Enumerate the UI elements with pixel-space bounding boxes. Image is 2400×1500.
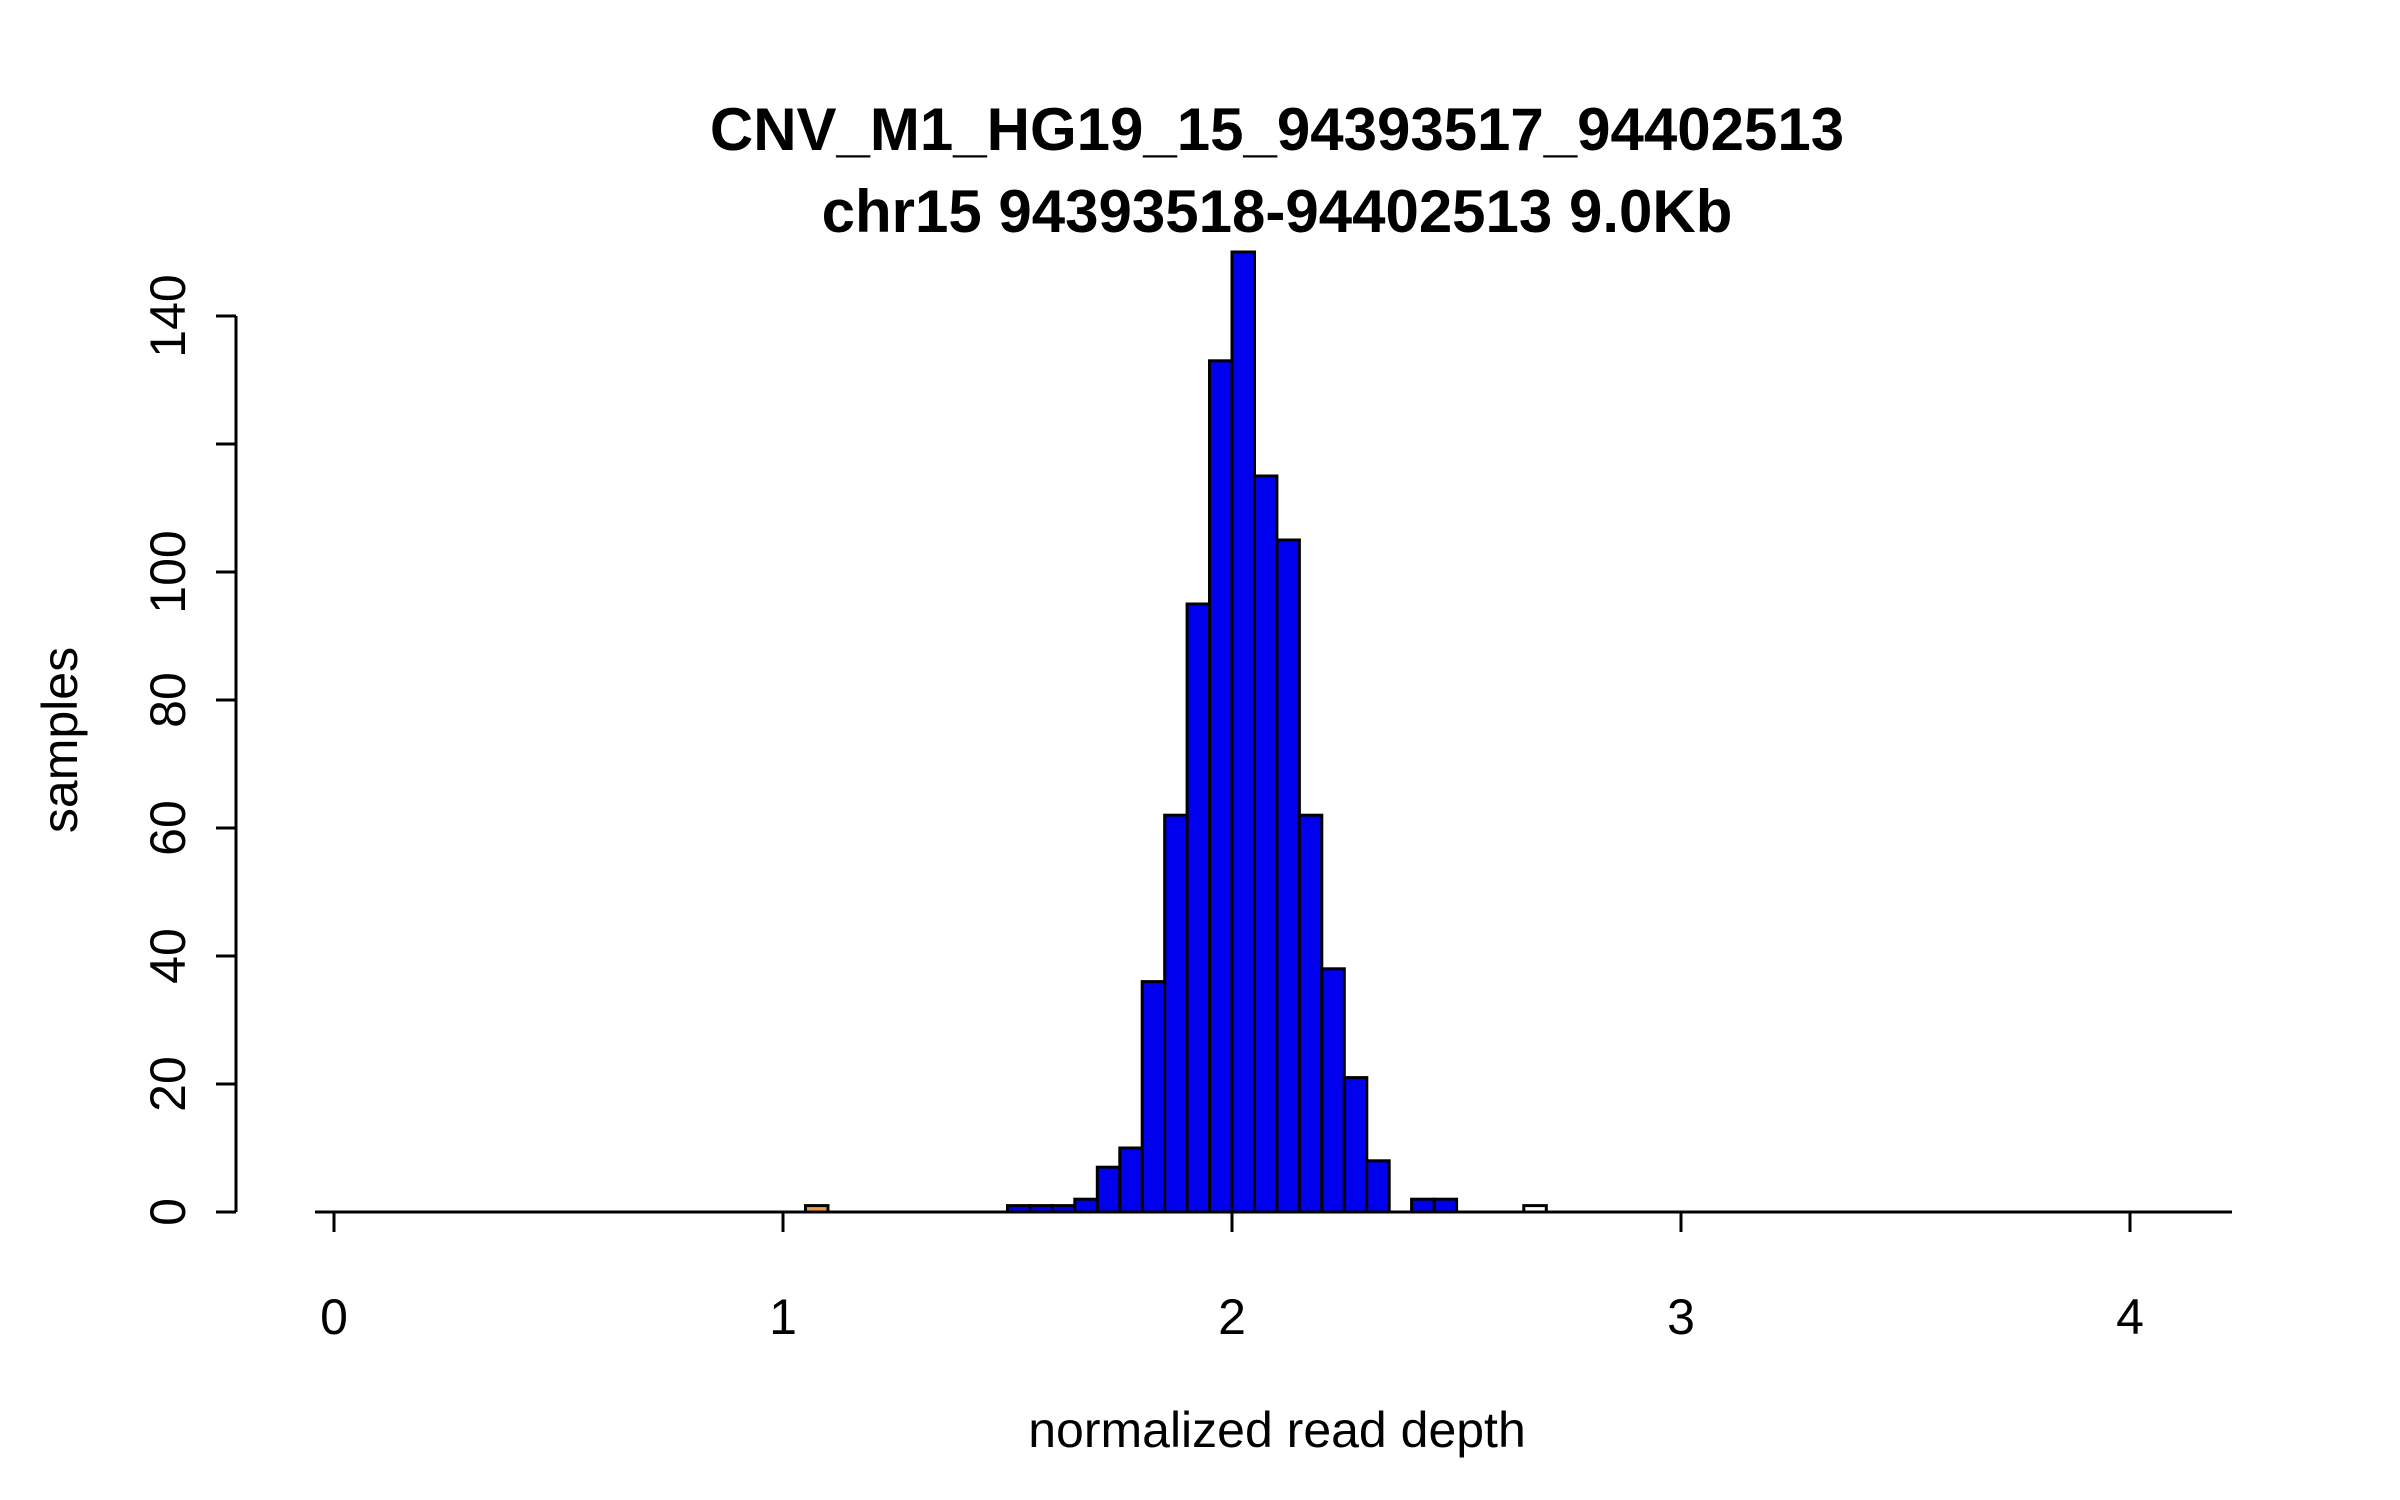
histogram-bar (1095, 1165, 1122, 1214)
y-tick-label: 140 (140, 274, 196, 357)
chart-title: CNV_M1_HG19_15_94393517_94402513 (709, 96, 1845, 163)
histogram-bar (1073, 1197, 1099, 1214)
histogram-bar (1275, 538, 1301, 1214)
x-tick-label: 0 (320, 1289, 348, 1345)
histogram-bar (1163, 813, 1189, 1214)
histogram-bar (1140, 980, 1167, 1214)
histogram-bar (1230, 250, 1256, 1214)
y-tick-label: 20 (140, 1056, 196, 1112)
x-tick-label: 1 (769, 1289, 797, 1345)
y-tick-label: 60 (140, 800, 196, 856)
histogram-bar (1185, 602, 1212, 1214)
y-tick-label: 40 (140, 928, 196, 984)
histogram-bar (1342, 1076, 1369, 1214)
histogram-bar (1297, 813, 1324, 1214)
x-tick-label: 3 (1667, 1289, 1695, 1345)
histogram-bar (1432, 1197, 1459, 1214)
histogram-bar (1208, 359, 1234, 1214)
histogram-bar (1118, 1146, 1144, 1214)
histogram-bar (1410, 1197, 1436, 1214)
y-axis-label: samples (32, 646, 88, 834)
x-tick-label: 2 (1218, 1289, 1246, 1345)
x-axis-label: normalized read depth (1028, 1402, 1526, 1458)
chart-subtitle: chr15 94393518-94402513 9.0Kb (821, 178, 1733, 245)
y-tick-label: 0 (140, 1198, 196, 1226)
histogram-bar (1320, 967, 1346, 1214)
y-tick-label: 100 (140, 530, 196, 613)
histogram-bar (1252, 474, 1279, 1214)
histogram-bar (1365, 1159, 1391, 1214)
y-tick-label: 80 (140, 672, 196, 728)
x-tick-label: 4 (2116, 1289, 2144, 1345)
